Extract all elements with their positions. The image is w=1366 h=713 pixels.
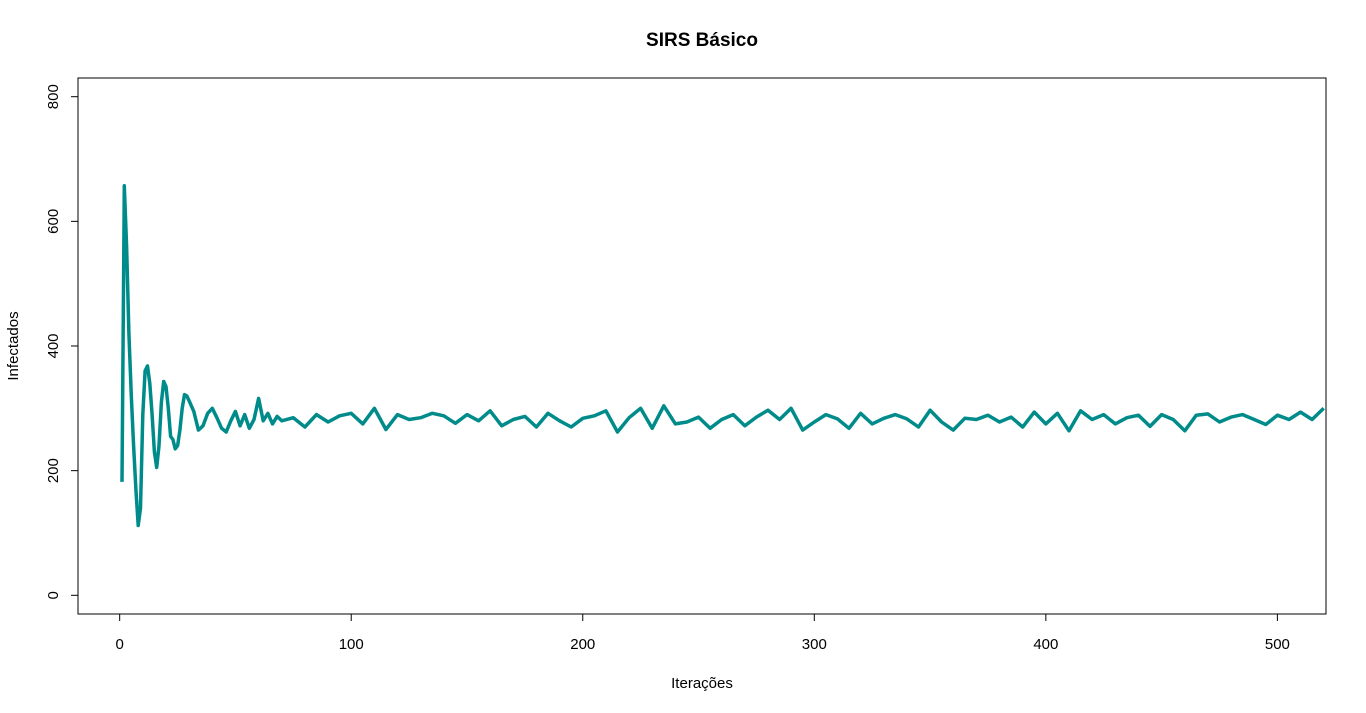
chart-title: SIRS Básico (646, 30, 758, 51)
y-axis: 0 200 400 600 800 (45, 84, 79, 599)
x-tick-label: 0 (116, 636, 124, 653)
plot-box (77, 77, 1327, 615)
x-tick-label: 200 (570, 636, 595, 653)
y-tick-label: 0 (45, 591, 62, 599)
x-tick-label: 400 (1033, 636, 1058, 653)
x-tick-label: 500 (1265, 636, 1290, 653)
y-tick-label: 400 (45, 333, 62, 358)
y-axis-label: Infectados (5, 311, 22, 380)
series-layer (120, 184, 1325, 528)
y-tick-label: 200 (45, 458, 62, 483)
series-line (120, 184, 1325, 528)
y-tick-label: 800 (45, 84, 62, 109)
y-tick-label: 600 (45, 209, 62, 234)
x-tick-label: 300 (802, 636, 827, 653)
x-tick-label: 100 (339, 636, 364, 653)
x-axis: 0 100 200 300 400 500 (116, 613, 1290, 653)
x-axis-label: Iterações (671, 675, 733, 692)
